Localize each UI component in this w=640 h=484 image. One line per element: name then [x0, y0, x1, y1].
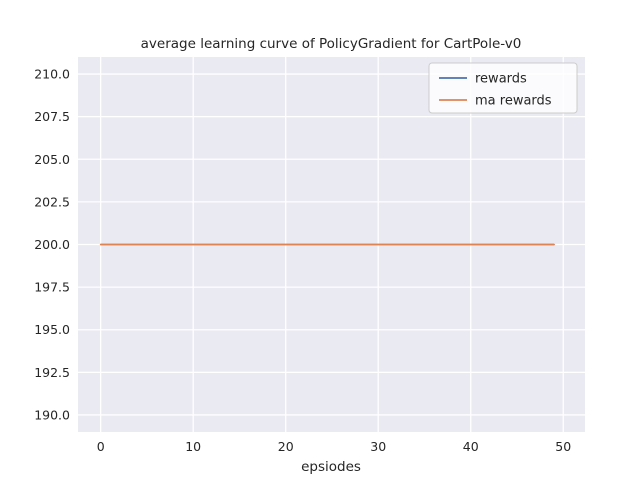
plot-layer: 190.0 192.5 195.0 197.5 200.0 202.5 205.0 207.5… [34, 57, 585, 454]
x-tick-label: 30 [370, 439, 386, 454]
x-axis-label: epsiodes [301, 459, 361, 475]
x-tick-label: 10 [185, 439, 201, 454]
y-tick-label: 210.0 [34, 67, 70, 82]
x-tick-label: 40 [463, 439, 479, 454]
y-tick-label: 202.5 [34, 194, 70, 209]
y-tick-label: 195.0 [34, 322, 70, 337]
y-tick-label: 197.5 [34, 280, 70, 295]
y-tick-label: 205.0 [34, 152, 70, 167]
y-tick-label: 207.5 [34, 109, 70, 124]
y-tick-label: 190.0 [34, 407, 70, 422]
legend-label: rewards [475, 72, 527, 87]
y-tick-label: 200.0 [34, 237, 70, 252]
x-tick-label: 50 [555, 439, 571, 454]
legend-label: ma rewards [475, 94, 552, 109]
x-tick-label: 0 [97, 439, 105, 454]
y-tick-label: 192.5 [34, 365, 70, 380]
chart-title: average learning curve of PolicyGradient… [141, 36, 522, 52]
x-tick-label: 20 [278, 439, 294, 454]
